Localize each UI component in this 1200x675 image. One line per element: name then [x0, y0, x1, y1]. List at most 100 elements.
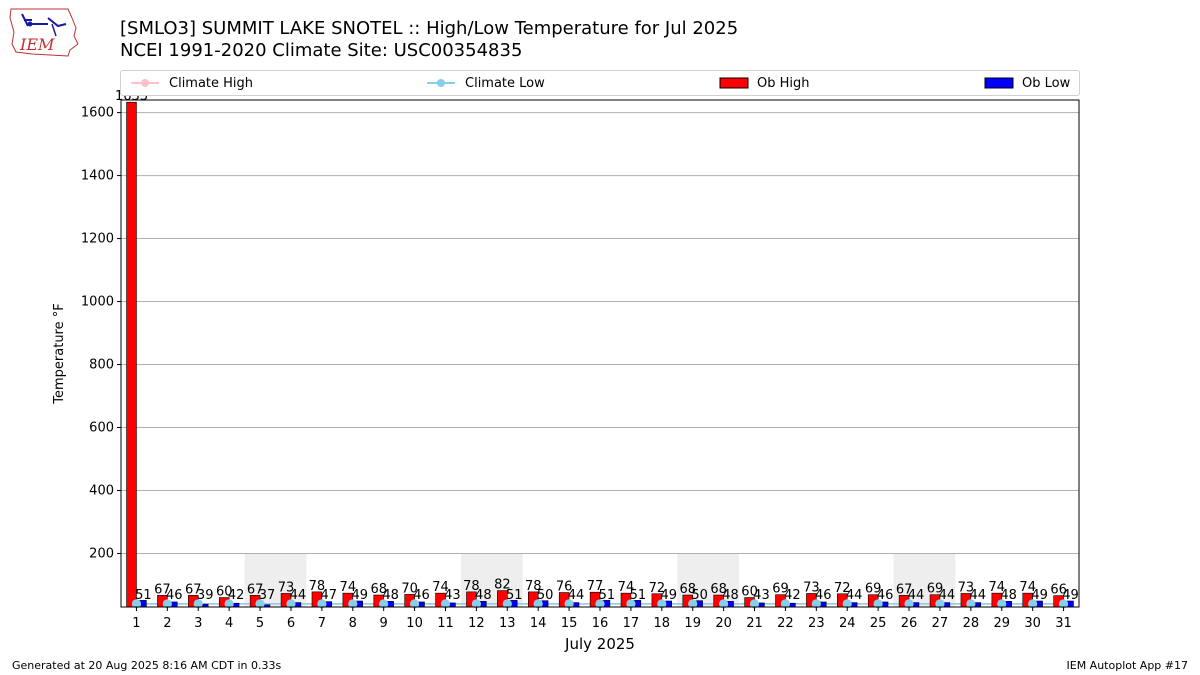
x-tick-label: 3	[194, 616, 202, 631]
ob-high-label: 60	[216, 585, 233, 600]
ob-low-label: 50	[691, 588, 708, 603]
ob-low-label: 51	[630, 588, 647, 603]
ob-high-label: 78	[525, 579, 542, 594]
x-tick-label: 10	[406, 616, 423, 631]
climate-high-line-icon	[131, 79, 159, 87]
x-tick-label: 22	[777, 616, 794, 631]
x-tick-label: 5	[256, 616, 264, 631]
x-tick-label: 21	[746, 616, 763, 631]
x-tick-label: 31	[1055, 616, 1072, 631]
ob-high-label: 72	[649, 581, 666, 596]
climate-low-marker	[904, 599, 914, 609]
climate-low-marker	[564, 599, 574, 609]
ob-high-label: 73	[958, 580, 975, 595]
ob-low-label: 44	[568, 588, 585, 603]
ob-high-box-icon	[719, 77, 749, 89]
x-tick-label: 9	[380, 616, 388, 631]
climate-low-marker	[688, 599, 698, 609]
x-tick-label: 8	[349, 616, 357, 631]
x-tick-label: 6	[287, 616, 295, 631]
ob-low-label: 44	[846, 588, 863, 603]
ob-high-label: 76	[556, 580, 573, 595]
climate-low-marker	[533, 599, 543, 609]
y-tick-label: 400	[89, 483, 114, 498]
climate-low-marker	[286, 599, 296, 609]
climate-low-marker	[348, 599, 358, 609]
climate-low-marker	[966, 599, 976, 609]
x-tick-label: 27	[932, 616, 949, 631]
ob-low-label: 48	[382, 588, 399, 603]
ob-low-label: 49	[1031, 588, 1048, 603]
x-tick-label: 15	[561, 616, 578, 631]
climate-low-marker	[162, 599, 172, 609]
climate-low-marker	[935, 599, 945, 609]
ob-high-label: 67	[247, 582, 264, 597]
x-tick-label: 13	[499, 616, 516, 631]
climate-low-marker	[657, 599, 667, 609]
x-tick-label: 25	[870, 616, 887, 631]
ob-high-label: 73	[278, 580, 295, 595]
climate-low-marker	[873, 599, 883, 609]
legend-label: Climate High	[169, 75, 254, 91]
x-tick-label: 16	[592, 616, 609, 631]
climate-low-marker	[193, 599, 203, 609]
ob-high-label: 67	[896, 582, 913, 597]
ob-low-label: 49	[351, 588, 368, 603]
ob-high-label: 74	[340, 580, 357, 595]
y-tick-label: 600	[89, 421, 114, 436]
climate-low-marker	[780, 599, 790, 609]
plot-frame	[120, 99, 1080, 608]
climate-low-marker	[997, 599, 1007, 609]
ob-low-box-icon	[984, 77, 1014, 89]
ob-low-label: 48	[475, 588, 492, 603]
climate-low-marker	[811, 599, 821, 609]
climate-low-marker	[1028, 599, 1038, 609]
legend-item-climate-high: Climate High	[129, 71, 253, 95]
climate-low-marker	[410, 599, 420, 609]
ob-low-label: 46	[815, 588, 832, 603]
ob-high-label: 74	[618, 580, 635, 595]
ob-low-label: 42	[784, 588, 801, 603]
ob-high-label: 69	[772, 582, 789, 597]
ob-low-label: 44	[970, 588, 987, 603]
iem-logo: IEM	[9, 8, 79, 57]
x-tick-label: 30	[1024, 616, 1041, 631]
climate-low-marker	[440, 599, 450, 609]
chart-title: [SMLO3] SUMMIT LAKE SNOTEL :: High/Low T…	[120, 18, 739, 39]
climate-low-marker	[471, 599, 481, 609]
climate-low-marker	[255, 599, 265, 609]
ob-high-bar	[126, 101, 137, 608]
climate-low-marker	[502, 599, 512, 609]
ob-high-label: 70	[401, 581, 418, 596]
legend-label: Ob High	[757, 75, 810, 91]
x-tick-label: 18	[654, 616, 671, 631]
legend-label: Climate Low	[465, 75, 545, 91]
x-tick-label: 29	[993, 616, 1010, 631]
climate-low-marker	[131, 599, 141, 609]
legend-item-ob-high: Ob High	[719, 71, 810, 95]
ob-low-label: 47	[321, 588, 338, 603]
ob-low-label: 44	[908, 588, 925, 603]
ob-high-label: 78	[309, 579, 326, 594]
legend-item-climate-low: Climate Low	[425, 71, 545, 95]
climate-low-marker	[719, 599, 729, 609]
ob-low-label: 49	[660, 588, 677, 603]
y-tick-label: 800	[89, 358, 114, 373]
ob-high-label: 74	[1019, 580, 1036, 595]
x-tick-label: 12	[468, 616, 485, 631]
y-tick-label: 1600	[81, 106, 114, 121]
ob-low-label: 43	[444, 588, 461, 603]
y-tick-label: 200	[89, 546, 114, 561]
climate-low-marker	[1059, 599, 1069, 609]
y-tick-label: 1400	[81, 169, 114, 184]
ob-high-label: 67	[154, 582, 171, 597]
climate-low-marker	[595, 599, 605, 609]
x-tick-label: 17	[623, 616, 640, 631]
ob-high-label: 69	[865, 582, 882, 597]
x-tick-label: 1	[132, 616, 140, 631]
chart-legend: Climate High Climate Low Ob High Ob Low	[120, 70, 1080, 96]
ob-low-label: 42	[228, 588, 245, 603]
ob-low-label: 51	[506, 588, 523, 603]
ob-low-label: 44	[939, 588, 956, 603]
